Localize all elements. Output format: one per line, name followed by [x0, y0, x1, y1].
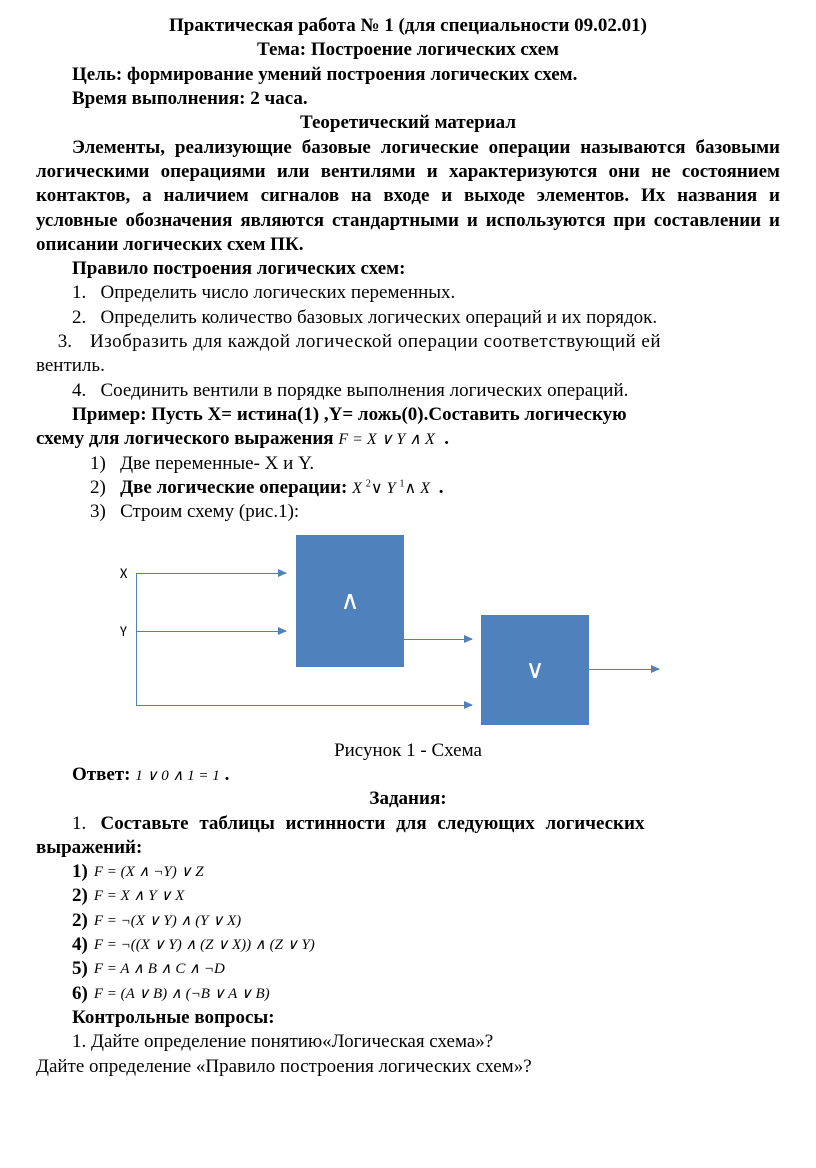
expr-line-2: 2)F = X ∧ Y ∨ X — [36, 884, 780, 908]
connector-or-out — [589, 669, 659, 670]
connector-y-to-and — [136, 631, 286, 632]
theory-heading: Теоретический материал — [36, 111, 780, 135]
connector-and-to-or — [404, 639, 472, 640]
expr-line-5: 5)F = A ∧ B ∧ C ∧ ¬D — [36, 957, 780, 981]
and-gate: ∧ — [296, 535, 404, 667]
task-1: 1. Составьте таблицы истинности для след… — [36, 812, 780, 836]
expr-line-3: 2)F = ¬(X ∨ Y) ∧ (Y ∨ X) — [36, 909, 780, 933]
rule-text-3: Изобразить для каждой логической операци… — [90, 331, 661, 352]
example-prefix: схему для логического выражения — [36, 428, 334, 449]
control-heading: Контрольные вопросы: — [36, 1006, 780, 1030]
connector-xy-stub — [136, 573, 137, 631]
time: Время выполнения: 2 часа. — [36, 87, 780, 111]
step3-text: Строим схему (рис.1): — [120, 501, 299, 522]
control-q1: 1. Дайте определение понятию«Логическая … — [36, 1030, 780, 1054]
expr-num-6: 6) — [72, 982, 88, 1006]
sup-1: 1 — [400, 479, 405, 490]
rule-item-1: 1. Определить число логических переменны… — [36, 281, 780, 305]
answer-label: Ответ: — [72, 764, 130, 785]
expr-num-5: 5) — [72, 957, 88, 981]
control-q2: Дайте определение «Правило построения ло… — [36, 1055, 780, 1079]
rule-text-1: Определить число логических переменных. — [101, 282, 456, 303]
rule-item-2: 2. Определить количество базовых логичес… — [36, 306, 780, 330]
expr-formula-3: F = ¬(X ∨ Y) ∧ (Y ∨ X) — [88, 913, 241, 929]
step2-or: 2∨ — [366, 480, 383, 497]
step2-period: . — [434, 477, 444, 498]
expr-line-6: 6)F = (A ∨ B) ∧ (¬B ∨ A ∨ B) — [36, 982, 780, 1006]
tasks-heading: Задания: — [36, 787, 780, 811]
expr-formula-4: F = ¬((X ∨ Y) ∧ (Z ∨ X)) ∧ (Z ∨ Y) — [88, 937, 315, 953]
rule-item-3-tail: вентиль. — [36, 354, 780, 378]
example-period: . — [440, 428, 450, 449]
step2-x2: X — [420, 480, 430, 497]
goal: Цель: формирование умений построения лог… — [36, 63, 780, 87]
step2-and: 1∧ — [400, 480, 417, 497]
diagram-y-label: Y — [120, 623, 127, 641]
step-2: 2) Две логические операции: X 2∨ Y 1∧ X … — [36, 476, 780, 500]
expr-num-4: 4) — [72, 933, 88, 957]
task1-tail: выражений: — [36, 836, 780, 860]
theory-paragraph: Элементы, реализующие базовые логические… — [36, 136, 780, 258]
expr-line-4: 4)F = ¬((X ∨ Y) ∧ (Z ∨ X)) ∧ (Z ∨ Y) — [36, 933, 780, 957]
sup-2: 2 — [366, 479, 371, 490]
step2-x1: X — [352, 480, 362, 497]
connector-down — [136, 631, 137, 705]
expr-formula-2: F = X ∧ Y ∨ X — [88, 888, 184, 904]
step2-label: Две логические операции: — [120, 477, 347, 498]
rules-heading: Правило построения логических схем: — [36, 257, 780, 281]
answer-line: Ответ: 1 ∨ 0 ∧ 1 = 1 . — [36, 763, 780, 787]
rule-text-2: Определить количество базовых логических… — [101, 307, 658, 328]
example-line-1: Пример: Пусть Х= истина(1) ,Y= ложь(0).С… — [36, 403, 780, 427]
step-3: 3) Строим схему (рис.1): — [36, 500, 780, 524]
and-gate-symbol: ∧ — [340, 584, 359, 617]
expr-formula-6: F = (A ∨ B) ∧ (¬B ∨ A ∨ B) — [88, 986, 270, 1002]
figure-caption: Рисунок 1 - Схема — [36, 739, 780, 763]
expr-num-1: 1) — [72, 860, 88, 884]
task1-num: 1. — [72, 813, 86, 834]
step2-formula: X 2∨ Y 1∧ X — [352, 480, 434, 497]
expr-formula-5: F = A ∧ B ∧ C ∧ ¬D — [88, 961, 225, 977]
rule-item-3: 3.Изобразить для каждой логической опера… — [36, 330, 780, 354]
task1-text: Составьте таблицы истинности для следующ… — [101, 813, 645, 834]
rule-text-4: Соединить вентили в порядке выполнения л… — [101, 380, 629, 401]
expr-num-3: 2) — [72, 909, 88, 933]
step2-y: Y — [387, 480, 396, 497]
diagram-x-label: X — [120, 565, 127, 583]
or-gate: ∨ — [481, 615, 589, 725]
connector-bottom-to-or — [136, 705, 472, 706]
expr-line-1: 1)F = (X ∧ ¬Y) ∨ Z — [36, 860, 780, 884]
answer-period: . — [225, 764, 230, 785]
expr-num-2: 2) — [72, 884, 88, 908]
connector-x-to-and — [136, 573, 286, 574]
expr-formula-1: F = (X ∧ ¬Y) ∨ Z — [88, 864, 204, 880]
or-gate-symbol: ∨ — [525, 653, 544, 686]
example-line-2: схему для логического выражения F = X ∨ … — [36, 427, 780, 451]
doc-title: Практическая работа № 1 (для специальнос… — [36, 14, 780, 38]
answer-formula: 1 ∨ 0 ∧ 1 = 1 — [135, 768, 220, 784]
rule-item-4: 4. Соединить вентили в порядке выполнени… — [36, 379, 780, 403]
step-1: 1) Две переменные- X и Y. — [36, 452, 780, 476]
logic-diagram: X Y ∧ ∨ — [36, 529, 780, 739]
doc-topic: Тема: Построение логических схем — [36, 38, 780, 62]
step1-text: Две переменные- X и Y. — [120, 453, 314, 474]
example-formula: F = X ∨ Y ∧ X — [338, 431, 434, 448]
